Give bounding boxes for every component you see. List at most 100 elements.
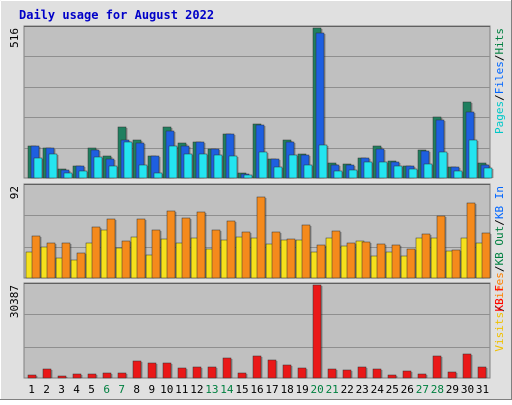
day-label-12: 12 [190,383,203,396]
bar-hits-pages-day-15 [243,174,253,179]
bar-hits-pages-day-23 [363,161,373,179]
bar-shadow [477,141,479,178]
bar-shadow [366,368,368,378]
bar-kbf-kb-f-day-23 [357,366,367,379]
bar-kbf-kb-f-day-2 [42,368,52,379]
day-label-16: 16 [250,383,263,396]
bar-shadow [441,357,443,378]
day-label-10: 10 [160,383,173,396]
day-label-21: 21 [326,383,339,396]
bar-shadow [216,368,218,378]
bar-sites-sites-day-11 [181,217,191,279]
bar-shadow [261,357,263,378]
bar-shadow [246,374,248,378]
bar-shadow [492,169,494,178]
series-sites [31,196,492,279]
bar-shadow [381,370,383,378]
legend-label-kb-in: KB In [493,186,506,219]
legend-separator: / [493,305,506,312]
bar-shadow [66,377,68,378]
panel-kbf: 30387 KB F [8,282,506,379]
bar-shadow [96,375,98,378]
bar-sites-sites-day-30 [466,202,476,279]
day-label-4: 4 [73,383,80,396]
bar-shadow [400,246,402,278]
bar-shadow [295,240,297,278]
bar-shadow [220,231,222,278]
bar-shadow [462,172,464,178]
bar-hits-pages-day-10 [168,145,178,179]
bar-shadow [100,228,102,278]
panel-hits-legend: Pages/Files/Hits [493,28,506,134]
day-label-6: 6 [103,383,110,396]
bar-sites-sites-day-9 [151,229,161,279]
bar-shadow [444,121,446,178]
bar-shadow [336,370,338,378]
bar-shadow [327,146,329,178]
bar-shadow [282,168,284,178]
day-label-25: 25 [386,383,399,396]
legend-separator: / [493,94,506,101]
legend-separator: / [493,55,506,62]
bar-kbf-kb-f-day-14 [222,357,232,379]
bar-kbf-kb-f-day-13 [207,366,217,379]
bar-shadow [85,254,87,278]
bar-hits-pages-day-21 [333,170,343,179]
bar-shadow [445,217,447,278]
day-label-20: 20 [310,383,323,396]
bar-kbf-kb-f-day-26 [402,370,412,379]
bar-kbf-kb-f-day-19 [297,367,307,379]
bar-shadow [417,170,419,178]
bar-shadow [132,143,134,178]
bar-shadow [222,156,224,178]
bar-shadow [159,157,161,178]
bar-hits-pages-day-12 [198,153,208,179]
bar-kbf-kb-f-day-18 [282,364,292,379]
bar-kbf-kb-f-day-15 [237,372,247,379]
bar-sites-sites-day-18 [286,238,296,279]
bar-sites-sites-day-24 [376,243,386,279]
bar-shadow [340,232,342,278]
day-label-3: 3 [58,383,65,396]
bar-shadow [87,172,89,178]
bar-kbf-kb-f-day-25 [387,374,397,379]
series-pages [33,139,494,179]
day-label-22: 22 [341,383,354,396]
bar-shadow [141,362,143,378]
bar-sites-sites-day-13 [211,229,221,279]
bar-shadow [147,166,149,178]
bar-shadow [471,355,473,378]
bar-hits-pages-day-31 [483,167,493,179]
day-label-8: 8 [133,383,140,396]
bar-shadow [162,174,164,178]
bar-sites-sites-day-17 [271,231,281,279]
legend-label-files: Files [493,61,506,94]
bar-shadow [280,233,282,278]
bar-shadow [325,246,327,278]
bar-hits-pages-day-18 [288,154,298,179]
bar-kbf-kb-f-day-20 [312,284,322,379]
bar-kbf-kb-f-day-22 [342,369,352,379]
bar-kbf-kb-f-day-10 [162,362,172,379]
day-label-15: 15 [235,383,248,396]
bar-hits-pages-day-7 [123,141,133,179]
bar-sites-sites-day-19 [301,224,311,279]
bar-sites-sites-day-27 [421,233,431,279]
bar-shadow [267,153,269,178]
bar-sites-sites-day-28 [436,215,446,279]
bar-sites-sites-day-2 [46,242,56,279]
bar-kbf-kb-f-day-21 [327,368,337,379]
bar-kbf-kb-f-day-7 [117,372,127,379]
bar-shadow [130,242,132,278]
bar-shadow [160,231,162,278]
bar-sites-sites-day-5 [91,226,101,279]
legend-label-pages: Pages [493,101,506,134]
bar-shadow [324,34,326,178]
bar-sites-sites-day-4 [76,252,86,279]
bar-sites-sites-day-15 [241,231,251,279]
bar-shadow [370,243,372,278]
series-kb-f [27,284,488,379]
bar-kbf-kb-f-day-6 [102,372,112,379]
